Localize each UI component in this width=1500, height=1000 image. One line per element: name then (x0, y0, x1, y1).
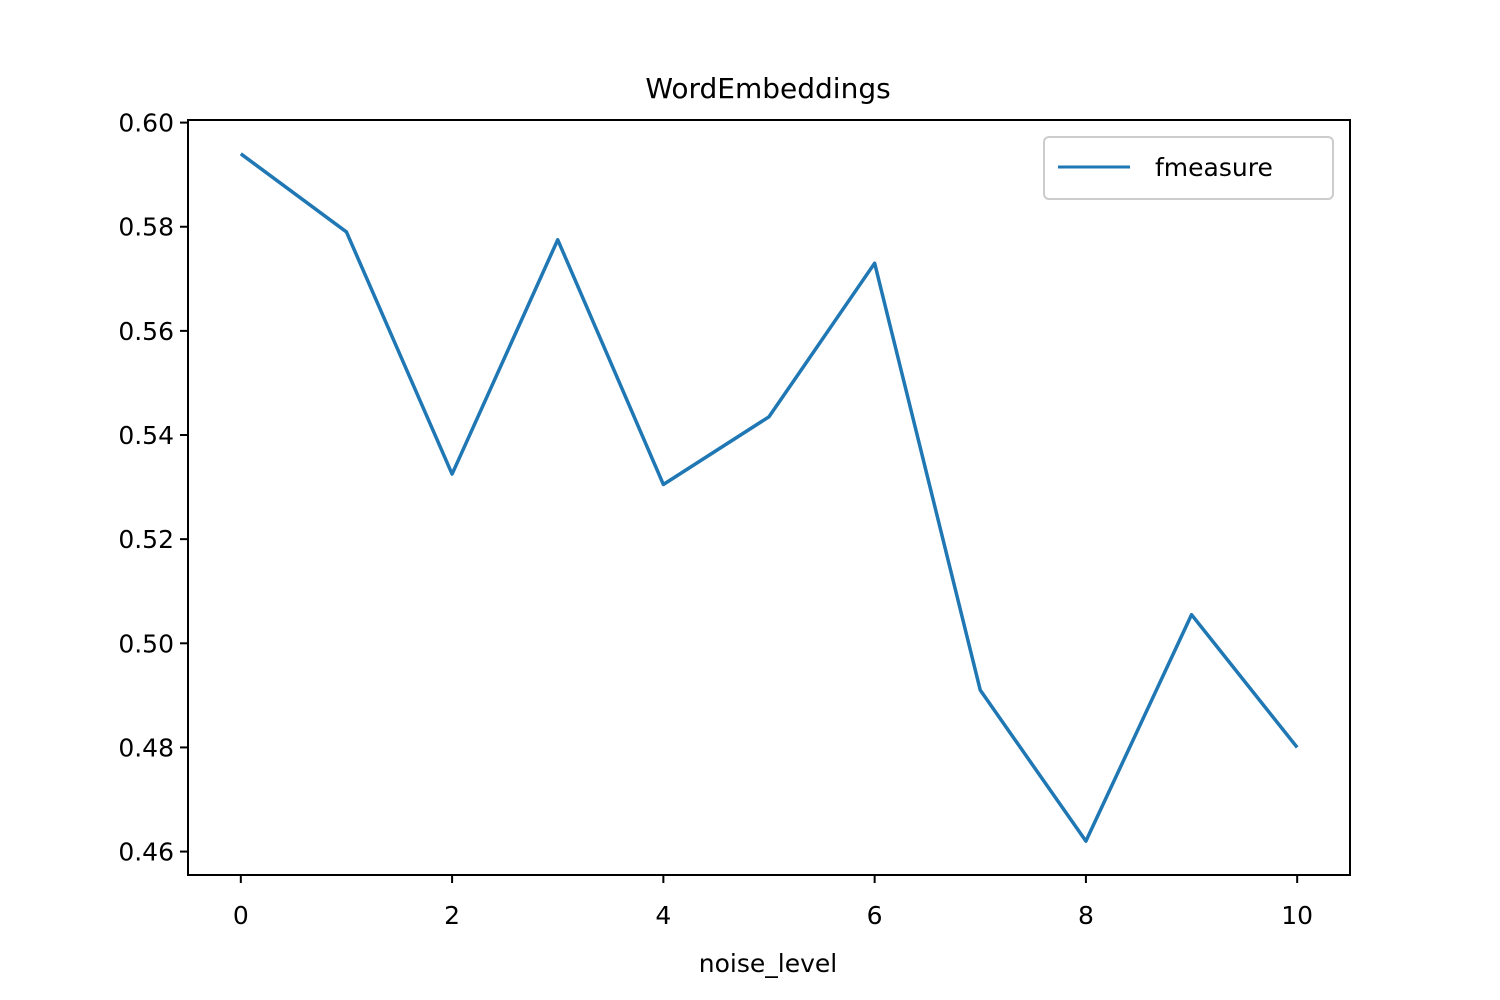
x-tick-label: 8 (1078, 901, 1094, 930)
plot-frame (187, 119, 1351, 876)
y-tick-label: 0.56 (118, 317, 174, 346)
y-axis: 0.46 0.48 0.50 0.52 0.54 0.56 0.58 0.60 (118, 109, 188, 867)
chart-title: WordEmbeddings (645, 72, 890, 105)
y-tick-label: 0.58 (118, 213, 174, 242)
x-tick-label: 4 (655, 901, 671, 930)
legend-box (1043, 136, 1334, 200)
y-tick-label: 0.54 (118, 421, 174, 450)
x-axis: 0 2 4 6 8 10 (233, 875, 1313, 930)
y-tick-label: 0.50 (118, 629, 174, 658)
x-tick-label: 0 (233, 901, 249, 930)
x-tick-label: 10 (1281, 901, 1313, 930)
legend: fmeasure (1043, 136, 1334, 200)
x-tick-label: 2 (444, 901, 460, 930)
x-axis-label: noise_level (699, 949, 837, 978)
y-tick-label: 0.46 (118, 838, 174, 867)
x-tick-label: 6 (867, 901, 883, 930)
series-line-fmeasure (239, 152, 1299, 843)
y-tick-label: 0.52 (118, 525, 174, 554)
series-layer (239, 152, 1299, 843)
y-tick-label: 0.60 (118, 109, 174, 138)
legend-label-fmeasure: fmeasure (1155, 153, 1273, 182)
y-tick-label: 0.48 (118, 733, 174, 762)
